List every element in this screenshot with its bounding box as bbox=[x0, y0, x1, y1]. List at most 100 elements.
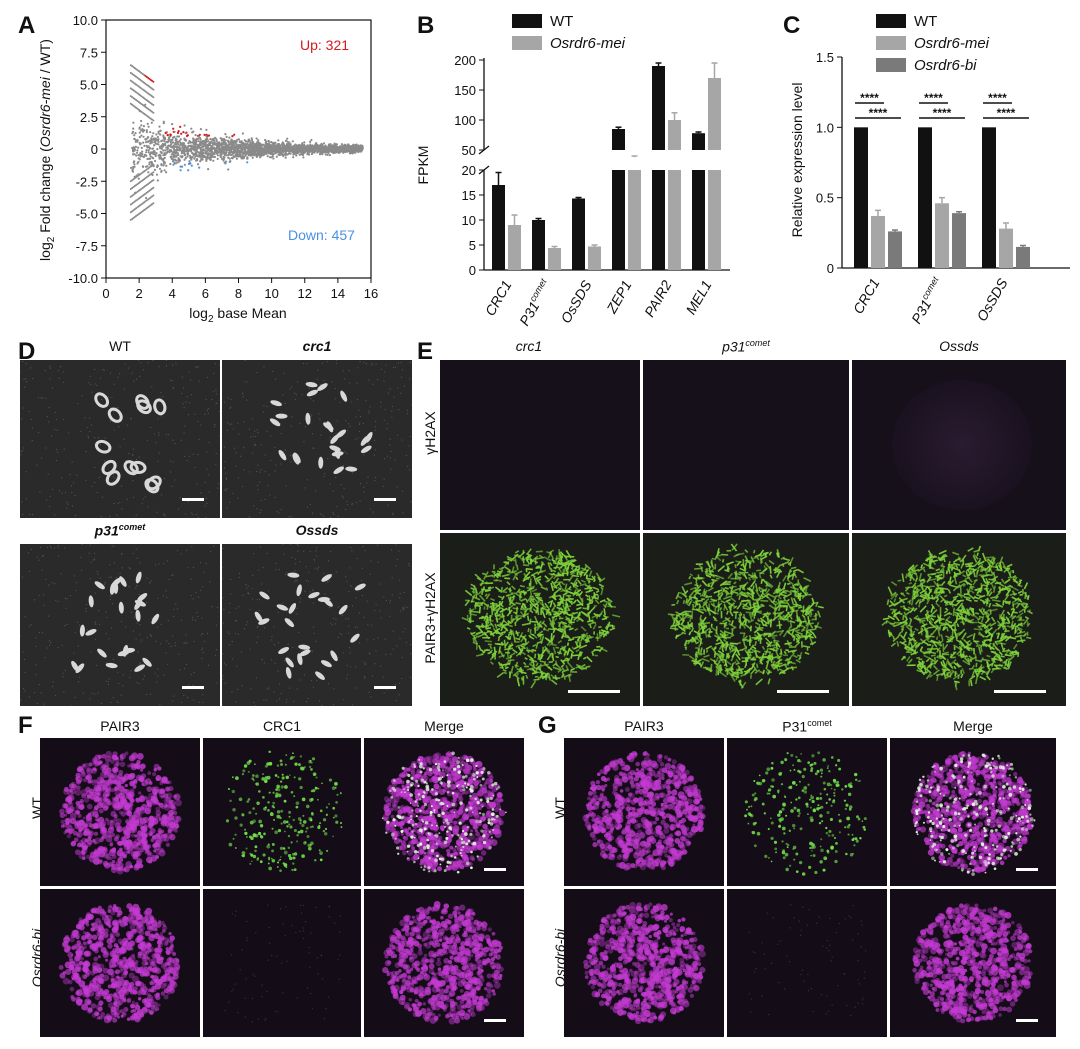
noise-speck bbox=[229, 602, 231, 604]
expression-bar bbox=[1016, 246, 1030, 268]
ma-point bbox=[233, 133, 236, 136]
signal-strand bbox=[580, 618, 584, 622]
ma-point bbox=[208, 142, 211, 145]
univalent bbox=[333, 466, 344, 475]
noise-speck bbox=[389, 615, 391, 617]
noise-speck bbox=[149, 426, 152, 429]
ma-point bbox=[152, 88, 155, 91]
ma-point bbox=[309, 143, 312, 146]
noise-speck bbox=[348, 632, 350, 634]
fpkm-category-label: MEL1 bbox=[682, 278, 714, 318]
ma-point bbox=[135, 91, 138, 94]
ma-point bbox=[139, 129, 143, 132]
ma-point bbox=[162, 157, 165, 160]
spread-label-p31comet: p31comet bbox=[94, 522, 146, 539]
noise-speck bbox=[191, 546, 193, 548]
ma-point bbox=[258, 148, 261, 151]
noise-speck bbox=[45, 447, 47, 449]
noise-speck bbox=[28, 411, 30, 413]
univalent bbox=[97, 648, 107, 658]
signal-strand bbox=[528, 649, 534, 654]
ma-point bbox=[231, 142, 234, 145]
ma-point bbox=[239, 149, 242, 152]
ma-point bbox=[140, 172, 143, 175]
ma-point bbox=[145, 149, 148, 152]
signal-strand bbox=[554, 563, 559, 570]
ma-point bbox=[141, 128, 144, 131]
signal-strand bbox=[539, 570, 544, 574]
ma-point bbox=[132, 153, 135, 156]
signal-strand bbox=[530, 585, 536, 589]
noise-speck bbox=[349, 382, 351, 384]
univalent bbox=[330, 650, 338, 662]
ma-point bbox=[241, 132, 244, 135]
noise-speck bbox=[256, 641, 258, 644]
noise-speck bbox=[62, 419, 65, 421]
noise-speck bbox=[259, 546, 262, 548]
bivalent bbox=[136, 399, 152, 415]
ma-point bbox=[240, 145, 243, 148]
noise-speck bbox=[296, 607, 298, 609]
signal-strand bbox=[568, 673, 573, 678]
noise-speck bbox=[230, 398, 232, 401]
noise-speck bbox=[158, 452, 160, 454]
noise-speck bbox=[234, 620, 236, 622]
ma-y-tick-label: -7.5 bbox=[76, 239, 98, 254]
signal-strand bbox=[534, 615, 539, 625]
noise-speck bbox=[194, 413, 196, 415]
noise-speck bbox=[41, 632, 43, 634]
noise-speck bbox=[355, 438, 357, 440]
ma-point bbox=[196, 137, 200, 141]
ma-point bbox=[150, 121, 153, 124]
noise-speck bbox=[182, 387, 185, 389]
signal-strand bbox=[543, 556, 551, 562]
ma-point bbox=[186, 155, 189, 158]
noise-speck bbox=[62, 672, 64, 674]
ma-point bbox=[292, 144, 295, 147]
ma-point bbox=[165, 140, 168, 143]
noise-speck bbox=[150, 635, 153, 637]
noise-speck bbox=[296, 544, 298, 546]
noise-speck bbox=[252, 435, 254, 438]
signal-strand bbox=[612, 614, 621, 618]
noise-speck bbox=[200, 424, 202, 426]
noise-speck bbox=[316, 679, 318, 681]
noise-speck bbox=[223, 608, 225, 611]
noise-speck bbox=[93, 552, 96, 555]
noise-speck bbox=[371, 675, 374, 677]
ma-point bbox=[198, 166, 201, 169]
noise-speck bbox=[30, 367, 32, 369]
noise-speck bbox=[141, 639, 143, 641]
ma-point bbox=[227, 154, 230, 157]
noise-speck bbox=[344, 378, 346, 380]
noise-speck bbox=[395, 699, 397, 702]
noise-speck bbox=[126, 498, 128, 500]
noise-speck bbox=[369, 573, 371, 575]
noise-speck bbox=[242, 396, 244, 398]
noise-speck bbox=[359, 416, 362, 418]
ma-point bbox=[135, 75, 138, 78]
noise-speck bbox=[335, 571, 337, 573]
signal-strand bbox=[503, 561, 510, 565]
univalent bbox=[254, 611, 263, 623]
signal-strand bbox=[547, 599, 554, 604]
noise-speck bbox=[361, 567, 363, 569]
noise-speck bbox=[172, 387, 174, 389]
panel-letter-b: B bbox=[417, 12, 435, 39]
noise-speck bbox=[236, 665, 238, 668]
fpkm-legend-swatch bbox=[512, 14, 542, 28]
noise-speck bbox=[245, 399, 248, 401]
noise-speck bbox=[185, 634, 187, 636]
noise-speck bbox=[304, 487, 306, 489]
noise-speck bbox=[192, 453, 194, 455]
noise-speck bbox=[117, 376, 119, 378]
noise-speck bbox=[313, 447, 315, 449]
noise-speck bbox=[200, 634, 203, 636]
noise-speck bbox=[162, 514, 165, 516]
noise-speck bbox=[164, 515, 166, 517]
noise-speck bbox=[266, 430, 268, 432]
noise-speck bbox=[146, 439, 148, 441]
ma-point bbox=[269, 151, 272, 154]
noise-speck bbox=[405, 454, 407, 456]
ma-point bbox=[267, 140, 270, 143]
